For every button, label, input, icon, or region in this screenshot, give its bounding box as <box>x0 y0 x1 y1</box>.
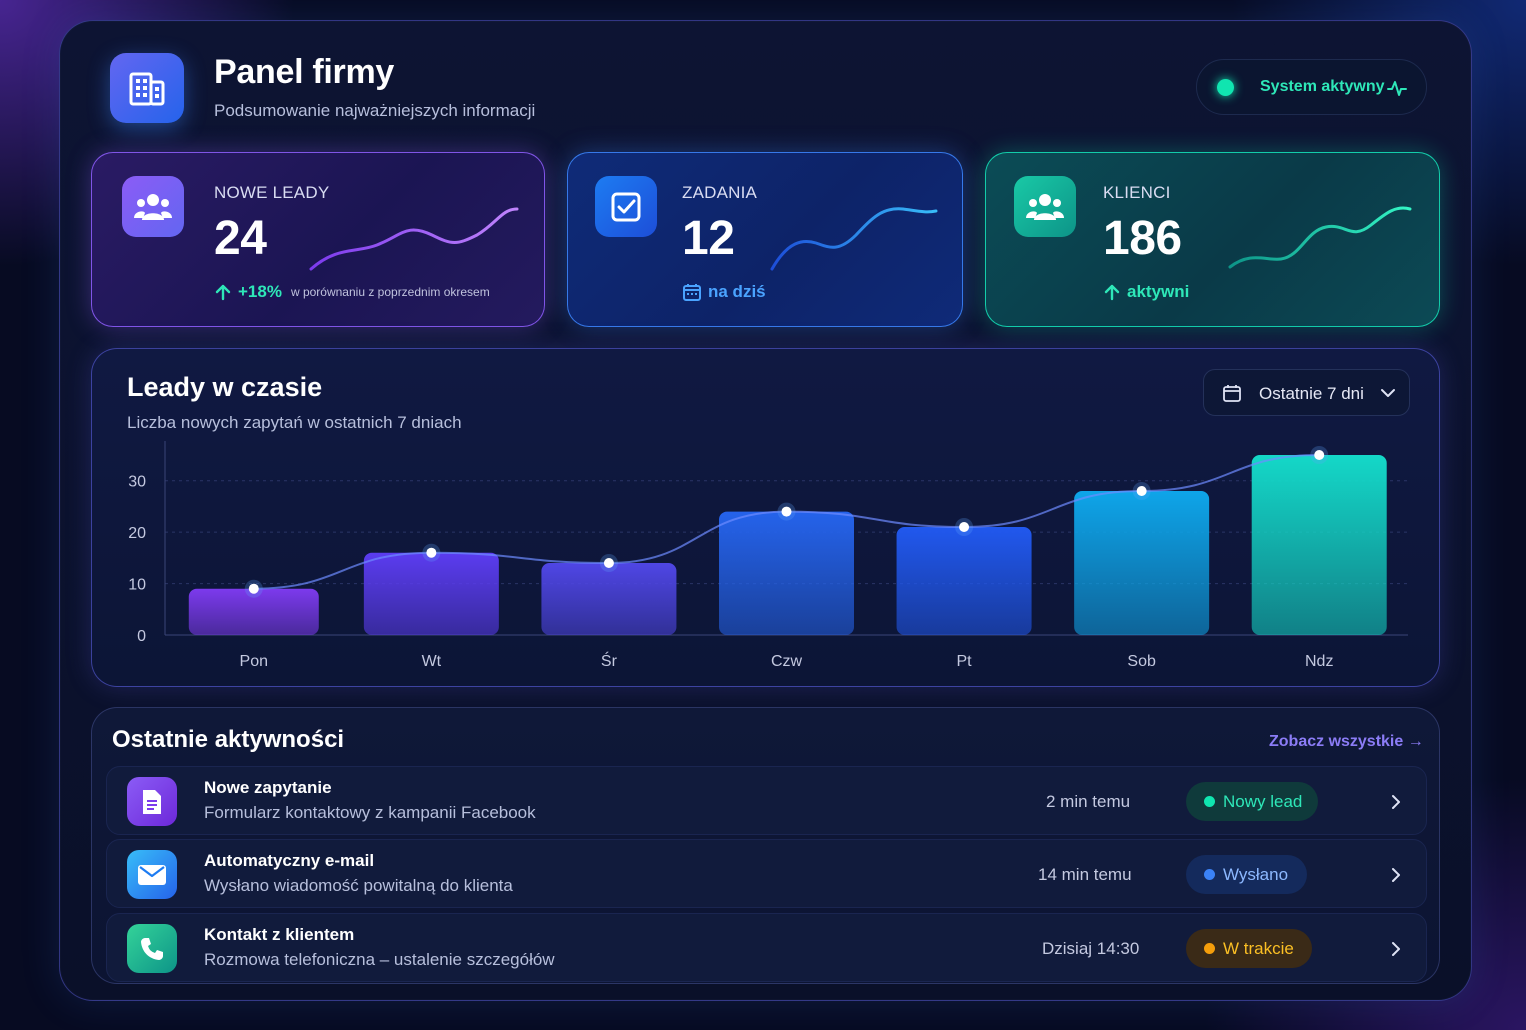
checkbox-icon <box>595 176 657 237</box>
data-point <box>959 522 970 532</box>
chevron-right-icon[interactable] <box>1390 940 1402 958</box>
badge-label: W trakcie <box>1223 938 1294 958</box>
building-icon <box>110 53 184 123</box>
badge-label: Nowy lead <box>1223 791 1303 811</box>
mail-icon <box>127 850 177 899</box>
stat-value: 186 <box>1103 212 1182 265</box>
system-status-badge[interactable]: System aktywny <box>1196 59 1427 115</box>
page-subtitle: Podsumowanie najważniejszych informacji <box>214 101 536 120</box>
leads-chart-card: Leady w czasie Liczba nowych zapytań w o… <box>91 348 1440 687</box>
bar-Wt <box>363 552 499 635</box>
sparkline <box>770 207 938 271</box>
x-tick-label: Śr <box>601 651 618 670</box>
calendar-icon <box>1223 385 1241 402</box>
activity-title: Nowe zapytanie <box>204 778 332 797</box>
chevron-right-icon[interactable] <box>1390 793 1402 811</box>
trend-value: na dziś <box>708 282 766 301</box>
page-title: Panel firmy <box>214 53 394 91</box>
data-point <box>781 506 792 517</box>
status-dot-icon <box>1217 79 1234 96</box>
bar-Sob <box>1074 491 1210 635</box>
x-tick-label: Pt <box>957 653 973 670</box>
chevron-down-icon <box>1381 389 1395 397</box>
stat-trend: +18% w porównaniu z poprzednim okresem <box>214 282 490 302</box>
date-range-label: Ostatnie 7 dni <box>1259 384 1364 403</box>
stat-value: 24 <box>214 212 267 265</box>
activity-row[interactable]: Nowe zapytanie Formularz kontaktowy z ka… <box>106 766 1427 835</box>
activity-row[interactable]: Automatyczny e-mail Wysłano wiadomość po… <box>106 839 1427 908</box>
chart-title: Leady w czasie <box>127 372 323 402</box>
users-icon <box>122 176 184 237</box>
status-label: System aktywny <box>1260 78 1385 95</box>
bar-Pt <box>896 527 1032 635</box>
chart-subtitle: Liczba nowych zapytań w ostatnich 7 dnia… <box>127 413 462 432</box>
bar-Pon <box>188 588 319 635</box>
activity-title: Kontakt z klientem <box>204 925 355 944</box>
trend-note: w porównaniu z poprzednim okresem <box>290 285 490 299</box>
activities-title: Ostatnie aktywności <box>112 726 345 753</box>
activity-time: 14 min temu <box>1038 865 1132 884</box>
activity-time: 2 min temu <box>1046 792 1131 811</box>
badge-dot-icon <box>1204 796 1215 807</box>
badge-label: Wysłano <box>1223 864 1289 884</box>
status-badge: Nowy lead <box>1186 782 1318 821</box>
bar-Ndz <box>1251 455 1387 635</box>
activity-row[interactable]: Kontakt z klientem Rozmowa telefoniczna … <box>106 913 1427 982</box>
y-tick-label: 20 <box>128 525 146 542</box>
stat-label: KLIENCI <box>1103 183 1171 202</box>
stat-card-leads[interactable]: NOWE LEADY 24 +18% w porównaniu z poprze… <box>91 152 545 327</box>
pulse-icon <box>1387 81 1407 96</box>
activity-desc: Rozmowa telefoniczna – ustalenie szczegó… <box>204 950 555 969</box>
activity-desc: Wysłano wiadomość powitalną do klienta <box>204 876 513 895</box>
status-badge: W trakcie <box>1186 929 1312 968</box>
activities-card: Ostatnie aktywności Zobacz wszystkie → N… <box>91 707 1440 984</box>
x-tick-label: Sob <box>1127 653 1156 670</box>
x-tick-label: Ndz <box>1305 653 1333 670</box>
stat-card-clients[interactable]: KLIENCI 186 aktywni <box>985 152 1440 327</box>
stat-card-tasks[interactable]: ZADANIA 12 na dziś <box>567 152 963 327</box>
sparkline <box>1228 206 1412 269</box>
calendar-icon <box>683 284 701 301</box>
users-icon <box>1014 176 1076 237</box>
y-tick-label: 0 <box>137 628 146 645</box>
see-all-link[interactable]: Zobacz wszystkie → <box>1269 733 1424 750</box>
stat-label: ZADANIA <box>682 183 758 202</box>
data-point <box>603 558 614 568</box>
bar-Śr <box>541 563 677 635</box>
badge-dot-icon <box>1204 869 1215 880</box>
badge-dot-icon <box>1204 943 1215 954</box>
activity-desc: Formularz kontaktowy z kampanii Facebook <box>204 803 536 822</box>
activity-time: Dzisiaj 14:30 <box>1042 939 1140 958</box>
arrow-up-icon <box>1104 284 1120 301</box>
x-tick-label: Czw <box>771 653 803 670</box>
chevron-right-icon[interactable] <box>1390 866 1402 884</box>
activity-title: Automatyczny e-mail <box>204 851 375 870</box>
data-point <box>426 547 437 558</box>
leads-bar-chart: 0 10 20 30 Pon Wt Śr Czw Pt Sob Ndz <box>128 441 1408 670</box>
trend-value: +18% <box>238 282 282 301</box>
date-range-select[interactable]: Ostatnie 7 dni <box>1203 369 1410 416</box>
y-tick-label: 10 <box>128 577 146 594</box>
arrow-up-icon <box>215 284 231 301</box>
data-point <box>248 583 259 594</box>
status-badge: Wysłano <box>1186 855 1307 894</box>
bar-Czw <box>719 511 854 635</box>
sparkline <box>309 207 519 271</box>
phone-icon <box>127 924 177 973</box>
data-point <box>1136 486 1147 496</box>
x-tick-label: Wt <box>422 653 442 670</box>
stat-value: 12 <box>682 212 735 265</box>
stat-trend: na dziś <box>682 282 766 302</box>
stat-trend: aktywni <box>1103 282 1189 302</box>
stat-label: NOWE LEADY <box>214 183 330 202</box>
data-point <box>1314 450 1325 460</box>
y-tick-label: 30 <box>128 474 146 491</box>
trend-value: aktywni <box>1127 282 1190 301</box>
document-icon <box>127 777 177 826</box>
x-tick-label: Pon <box>240 653 268 670</box>
